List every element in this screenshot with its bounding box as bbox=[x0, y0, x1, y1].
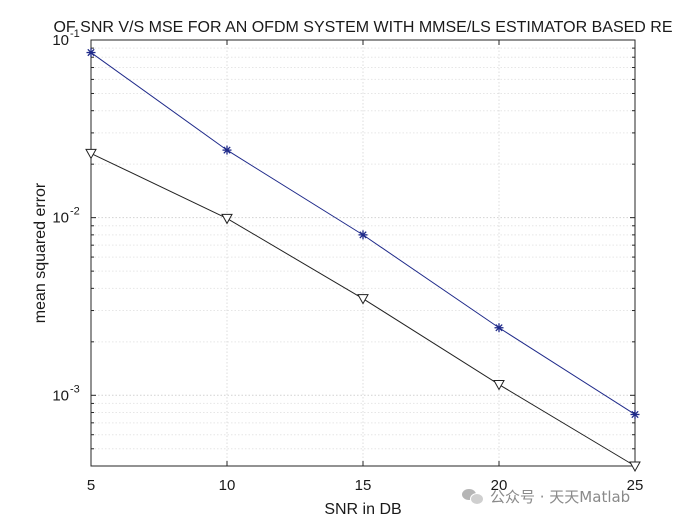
chart-title: OF SNR V/S MSE FOR AN OFDM SYSTEM WITH M… bbox=[53, 19, 672, 36]
data-point-series-2 bbox=[493, 380, 505, 391]
wechat-icon bbox=[462, 487, 484, 505]
data-point-series-1 bbox=[358, 230, 368, 240]
y-tick-exponent: -3 bbox=[70, 383, 80, 395]
x-tick-label: 25 bbox=[627, 477, 644, 494]
x-tick-label: 5 bbox=[87, 477, 95, 494]
data-point-series-2 bbox=[629, 461, 641, 473]
watermark-text: 公众号 · 天天Matlab bbox=[490, 487, 631, 506]
y-axis-label: mean squared error bbox=[32, 182, 49, 323]
y-tick-label: 10 bbox=[52, 210, 69, 227]
x-tick-label: 15 bbox=[355, 477, 372, 494]
x-tick-label: 10 bbox=[219, 477, 236, 494]
y-tick-label: 10 bbox=[52, 32, 69, 49]
y-tick-exponent: -2 bbox=[70, 206, 80, 218]
data-point-series-1 bbox=[86, 48, 96, 58]
y-tick-exponent: -1 bbox=[70, 28, 80, 40]
data-point-series-2 bbox=[85, 148, 97, 160]
x-tick-label: 20 bbox=[491, 477, 508, 494]
data-point-series-1 bbox=[222, 145, 232, 155]
y-tick-label: 10 bbox=[52, 387, 69, 404]
data-point-series-1 bbox=[630, 409, 640, 419]
data-point-series-2 bbox=[221, 213, 233, 225]
grid-layer bbox=[90, 39, 636, 467]
x-axis-label: SNR in DB bbox=[324, 501, 401, 518]
data-point-series-1 bbox=[494, 323, 504, 333]
watermark: 公众号 · 天天Matlab bbox=[462, 484, 630, 508]
series-layer bbox=[85, 48, 641, 473]
data-point-series-2 bbox=[357, 294, 369, 305]
